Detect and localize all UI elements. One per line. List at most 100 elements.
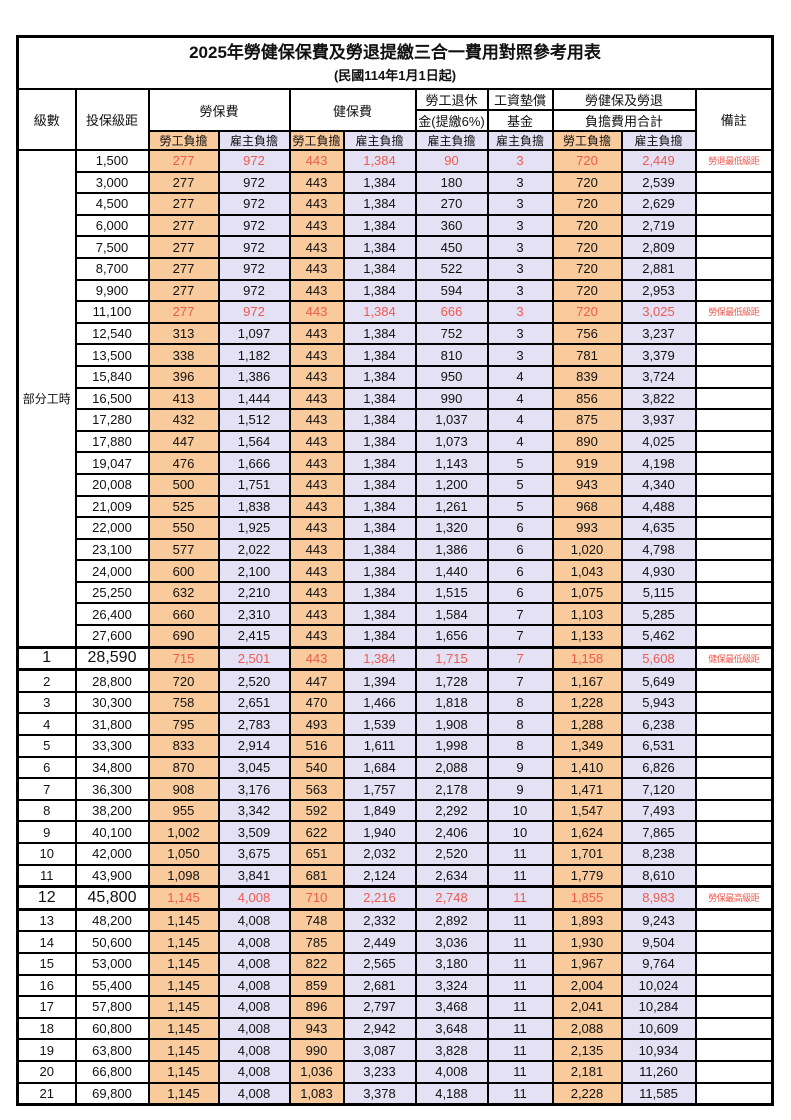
value-cell: 3: [486, 213, 554, 238]
value-cell: 1,050: [147, 842, 220, 866]
value-cell: 443: [288, 516, 345, 540]
table-row: 20 66,800 1,145 4,008 1,036 3,233 4,008 11 2,181…: [16, 1059, 774, 1084]
remark-cell: [694, 537, 774, 562]
value-cell: 908: [147, 777, 220, 801]
salary-bracket-cell: 57,800: [74, 995, 150, 1019]
value-cell: 715: [147, 645, 220, 672]
value-cell: 3,648: [414, 1016, 489, 1041]
value-cell: 7,120: [620, 777, 697, 801]
value-cell: 968: [551, 494, 623, 519]
value-cell: 594: [414, 278, 489, 303]
value-cell: 6: [486, 537, 554, 562]
subheader-labor-employer: 雇主負擔: [217, 130, 291, 151]
table-row: 19 63,800 1,145 4,008 990 3,087 3,828 11 2,135 10…: [16, 1038, 774, 1062]
value-cell: 443: [288, 364, 345, 389]
table-row: 17,280 432 1,512 443 1,384 1,037 4 875 3,937: [18, 408, 774, 432]
part-time-label: 部分工時: [16, 148, 77, 649]
value-cell: 2,406: [414, 820, 489, 844]
value-cell: 443: [288, 278, 345, 303]
value-cell: 2,292: [414, 798, 489, 823]
value-cell: 1,384: [342, 429, 417, 454]
salary-bracket-cell: 36,300: [74, 777, 150, 801]
value-cell: 5: [486, 451, 554, 475]
value-cell: 2,032: [342, 842, 417, 866]
salary-bracket-cell: 15,840: [74, 364, 150, 389]
value-cell: 443: [288, 494, 345, 519]
value-cell: 2,004: [551, 973, 623, 998]
value-cell: 1,145: [147, 995, 220, 1019]
remark-cell: [694, 1016, 774, 1041]
value-cell: 443: [288, 451, 345, 475]
value-cell: 748: [288, 908, 345, 933]
value-cell: 2,953: [620, 278, 697, 303]
value-cell: 1,684: [342, 755, 417, 780]
value-cell: 710: [288, 885, 345, 911]
value-cell: 955: [147, 798, 220, 823]
salary-bracket-cell: 28,590: [74, 645, 150, 672]
value-cell: 443: [288, 235, 345, 259]
value-cell: 1,384: [342, 559, 417, 583]
value-cell: 1,075: [551, 580, 623, 605]
value-cell: 522: [414, 256, 489, 281]
value-cell: 720: [551, 300, 623, 324]
value-cell: 10: [486, 820, 554, 844]
table-row: 10 42,000 1,050 3,675 651 2,032 2,520 11 1,701 8,…: [16, 842, 774, 866]
salary-bracket-cell: 3,000: [74, 170, 150, 195]
value-cell: 943: [551, 472, 623, 497]
value-cell: 785: [288, 930, 345, 954]
value-cell: 1,043: [551, 559, 623, 583]
value-cell: 1,656: [414, 624, 489, 649]
value-cell: 1,097: [217, 321, 291, 346]
value-cell: 1,158: [551, 645, 623, 672]
level-cell: 9: [16, 820, 77, 844]
value-cell: 720: [551, 278, 623, 303]
value-cell: 1,564: [217, 429, 291, 454]
value-cell: 972: [217, 149, 291, 173]
value-cell: 10: [486, 798, 554, 823]
value-cell: 443: [288, 624, 345, 649]
table-row: 1 28,590 715 2,501 443 1,384 1,715 7 1,158 5,608 健…: [16, 645, 774, 672]
value-cell: 681: [288, 863, 345, 888]
salary-bracket-cell: 1,500: [74, 149, 150, 173]
value-cell: 690: [147, 624, 220, 649]
value-cell: 972: [217, 256, 291, 281]
value-cell: 972: [217, 192, 291, 216]
remark-cell: [694, 820, 774, 844]
value-cell: 1,384: [342, 149, 417, 173]
value-cell: 1,386: [414, 537, 489, 562]
value-cell: 720: [551, 213, 623, 238]
table-row: 25,250 632 2,210 443 1,384 1,515 6 1,075 5,115: [18, 580, 774, 605]
value-cell: 7: [486, 624, 554, 649]
subheader-health-employee: 勞工負擔: [288, 130, 345, 151]
value-cell: 3: [486, 235, 554, 259]
value-cell: 943: [288, 1016, 345, 1041]
value-cell: 2,100: [217, 559, 291, 583]
remark-cell: [694, 995, 774, 1019]
value-cell: 443: [288, 580, 345, 605]
salary-bracket-cell: 33,300: [74, 734, 150, 758]
value-cell: 6,826: [620, 755, 697, 780]
value-cell: 1,539: [342, 712, 417, 737]
value-cell: 4,008: [217, 930, 291, 954]
value-cell: 1,611: [342, 734, 417, 758]
value-cell: 4,025: [620, 429, 697, 454]
value-cell: 3,036: [414, 930, 489, 954]
value-cell: 2,501: [217, 645, 291, 672]
value-cell: 1,998: [414, 734, 489, 758]
remark-cell: 勞保最高級距: [694, 885, 774, 911]
reference-table-sheet: 2025年勞健保保費及勞退提繳三合一費用對照參考用表 (民國114年1月1日起)…: [16, 35, 774, 1107]
value-cell: 11,585: [620, 1081, 697, 1106]
value-cell: 1,584: [414, 602, 489, 627]
remark-cell: [694, 1059, 774, 1084]
value-cell: 277: [147, 149, 220, 173]
remark-cell: [694, 343, 774, 367]
table-row: 部分工時 1,500 277 972 443 1,384 90 3 720 2,449 勞退最低級距: [16, 148, 774, 649]
col-header-fund-line1: 工資墊償: [486, 88, 554, 111]
value-cell: 1,349: [551, 734, 623, 758]
table-row: 9 40,100 1,002 3,509 622 1,940 2,406 10 1,624 7,8…: [16, 820, 774, 844]
remark-cell: [694, 516, 774, 540]
subheader-health-employer: 雇主負擔: [342, 130, 417, 151]
value-cell: 752: [414, 321, 489, 346]
value-cell: 3,724: [620, 364, 697, 389]
value-cell: 4: [486, 386, 554, 411]
